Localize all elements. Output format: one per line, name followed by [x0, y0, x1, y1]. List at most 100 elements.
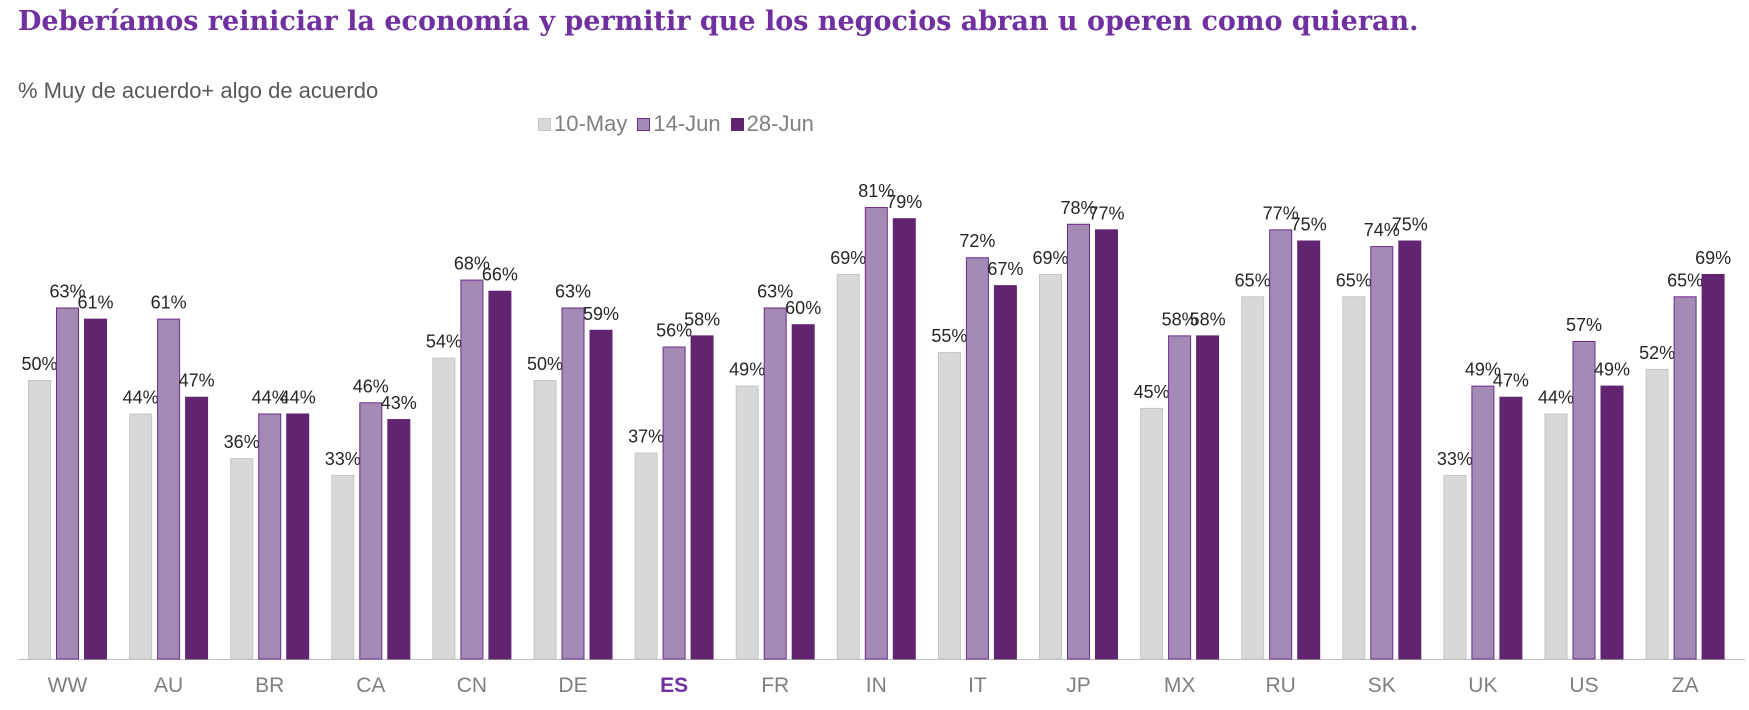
- x-tick-label-za: ZA: [1672, 674, 1699, 697]
- legend-item-28-jun: 28-Jun: [730, 111, 814, 137]
- data-label-de-14-jun: 63%: [555, 281, 591, 301]
- bar-mx-10-may: [1140, 407, 1164, 660]
- bar-au-14-jun: [157, 318, 181, 660]
- data-label-ww-10-may: 50%: [21, 354, 57, 374]
- data-label-us-10-may: 44%: [1538, 387, 1574, 407]
- bar-mx-14-jun: [1168, 335, 1192, 660]
- x-tick-label-sk: SK: [1368, 674, 1396, 697]
- data-label-mx-10-may: 45%: [1134, 382, 1170, 402]
- bar-ca-10-may: [331, 474, 355, 660]
- x-tick-label-jp: JP: [1066, 674, 1091, 697]
- data-label-au-28-jun: 47%: [179, 371, 215, 391]
- bar-es-14-jun: [662, 346, 686, 660]
- legend-swatch-10-may: [538, 117, 551, 131]
- data-label-mx-28-jun: 58%: [1190, 309, 1226, 329]
- data-label-fr-14-jun: 63%: [757, 281, 793, 301]
- data-label-uk-14-jun: 49%: [1465, 360, 1501, 380]
- data-label-za-10-may: 52%: [1639, 343, 1675, 363]
- bar-ru-14-jun: [1269, 229, 1293, 660]
- data-label-cn-28-jun: 66%: [482, 265, 518, 285]
- bar-sk-10-may: [1342, 296, 1366, 660]
- chart-subtitle: % Muy de acuerdo+ algo de acuerdo: [18, 78, 379, 103]
- bar-ww-28-jun: [84, 318, 107, 660]
- data-label-es-14-jun: 56%: [656, 321, 692, 341]
- bar-it-28-jun: [993, 285, 1017, 660]
- legend-item-14-jun: 14-Jun: [637, 111, 721, 137]
- bar-ru-28-jun: [1297, 240, 1321, 660]
- data-label-au-14-jun: 61%: [151, 293, 187, 313]
- data-label-jp-14-jun: 78%: [1060, 198, 1096, 218]
- data-label-ca-28-jun: 43%: [381, 393, 417, 413]
- x-tick-label-mx: MX: [1164, 674, 1196, 697]
- data-label-it-14-jun: 72%: [959, 231, 995, 251]
- bar-za-14-jun: [1673, 296, 1697, 660]
- bar-uk-10-may: [1443, 474, 1467, 660]
- bar-fr-14-jun: [763, 307, 787, 660]
- data-label-cn-10-may: 54%: [426, 332, 462, 352]
- data-label-sk-28-jun: 75%: [1392, 215, 1428, 235]
- bar-us-28-jun: [1600, 385, 1624, 660]
- bar-de-28-jun: [589, 329, 613, 660]
- legend-label-10-may: 10-May: [554, 111, 628, 136]
- data-label-ru-28-jun: 75%: [1291, 215, 1327, 235]
- bar-jp-28-jun: [1095, 229, 1118, 660]
- data-label-ww-14-jun: 63%: [49, 281, 85, 301]
- bar-in-14-jun: [864, 207, 888, 660]
- data-label-br-14-jun: 44%: [252, 387, 288, 407]
- bar-jp-14-jun: [1067, 223, 1090, 660]
- bar-ca-14-jun: [359, 402, 383, 660]
- bar-uk-28-jun: [1499, 396, 1523, 660]
- data-label-us-14-jun: 57%: [1566, 315, 1602, 335]
- x-tick-label-uk: UK: [1468, 674, 1497, 697]
- bar-ru-10-may: [1241, 296, 1265, 660]
- data-label-fr-28-jun: 60%: [785, 298, 821, 318]
- bar-ww-10-may: [28, 380, 51, 660]
- data-label-cn-14-jun: 68%: [454, 254, 490, 274]
- data-label-us-28-jun: 49%: [1594, 360, 1630, 380]
- bar-in-28-jun: [892, 218, 916, 660]
- bar-cn-14-jun: [460, 279, 484, 660]
- bar-cn-10-may: [432, 357, 456, 660]
- data-label-es-10-may: 37%: [628, 427, 664, 447]
- x-tick-label-de: DE: [558, 674, 587, 697]
- x-tick-label-in: IN: [866, 674, 887, 697]
- bar-br-10-may: [230, 458, 254, 660]
- bar-it-14-jun: [965, 257, 989, 660]
- legend-swatch-14-jun: [637, 117, 651, 131]
- x-tick-label-au: AU: [154, 674, 183, 697]
- data-label-sk-14-jun: 74%: [1364, 220, 1400, 240]
- bar-us-14-jun: [1572, 340, 1596, 660]
- bar-sk-14-jun: [1370, 246, 1394, 660]
- bar-jp-10-may: [1039, 273, 1062, 660]
- legend-swatch-28-jun: [730, 117, 744, 131]
- data-label-za-14-jun: 65%: [1667, 270, 1703, 290]
- data-label-uk-28-jun: 47%: [1493, 371, 1529, 391]
- bar-es-28-jun: [690, 335, 714, 660]
- data-label-ru-10-may: 65%: [1235, 270, 1271, 290]
- legend-label-14-jun: 14-Jun: [653, 111, 721, 136]
- data-label-de-10-may: 50%: [527, 354, 563, 374]
- bar-fr-28-jun: [791, 324, 815, 660]
- data-label-uk-10-may: 33%: [1437, 449, 1473, 469]
- data-label-br-28-jun: 44%: [280, 387, 316, 407]
- bar-br-14-jun: [258, 413, 282, 660]
- data-label-sk-10-may: 65%: [1336, 270, 1372, 290]
- bar-de-10-may: [533, 380, 557, 660]
- x-tick-label-es: ES: [660, 674, 688, 697]
- legend-item-10-may: 10-May: [538, 111, 627, 137]
- data-label-br-10-may: 36%: [224, 432, 260, 452]
- data-label-jp-10-may: 69%: [1032, 248, 1068, 268]
- x-tick-label-fr: FR: [761, 674, 789, 697]
- bar-sk-28-jun: [1398, 240, 1422, 660]
- data-label-es-28-jun: 58%: [684, 309, 720, 329]
- bar-de-14-jun: [561, 307, 585, 660]
- x-tick-label-br: BR: [255, 674, 284, 697]
- legend-label-28-jun: 28-Jun: [746, 111, 814, 136]
- bar-us-10-may: [1544, 413, 1568, 660]
- bar-au-10-may: [129, 413, 153, 660]
- bar-es-10-may: [634, 452, 658, 660]
- data-label-ru-14-jun: 77%: [1263, 203, 1299, 223]
- x-tick-label-ca: CA: [356, 674, 385, 697]
- x-tick-label-ww: WW: [48, 674, 88, 697]
- data-label-it-28-jun: 67%: [987, 259, 1023, 279]
